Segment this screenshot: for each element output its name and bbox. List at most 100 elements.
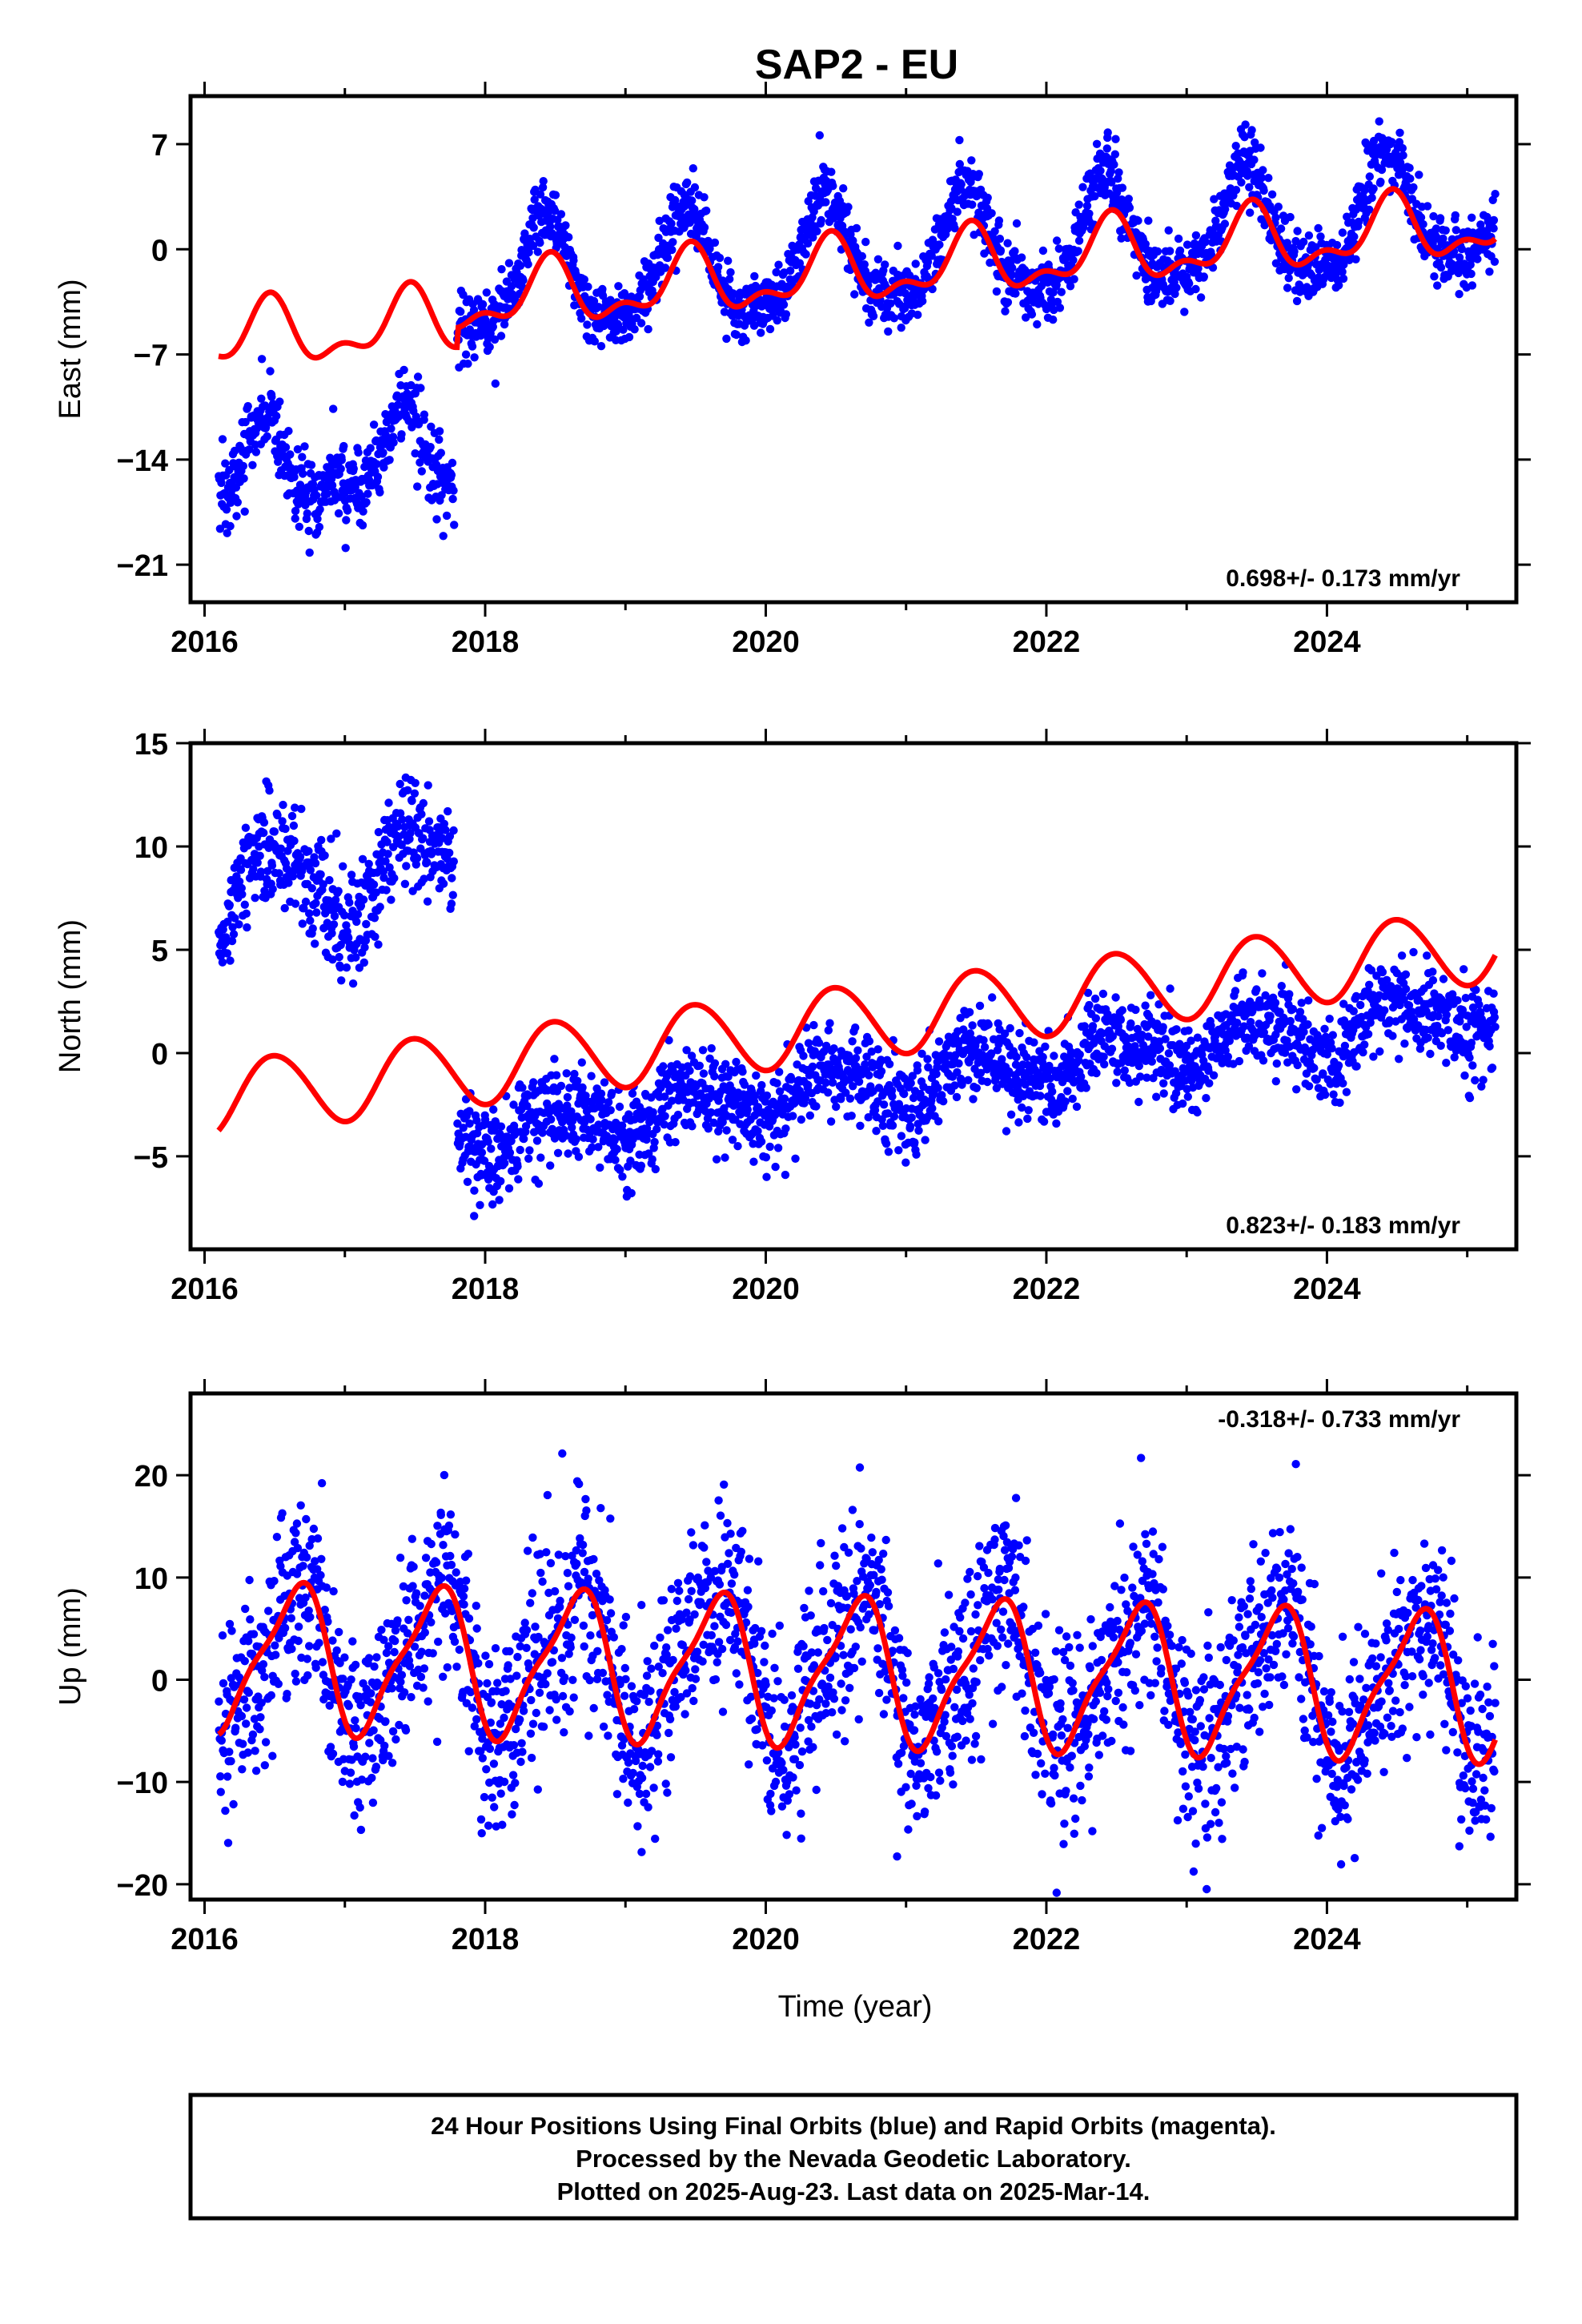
north-data-point: [1479, 1076, 1488, 1084]
east-data-point: [1250, 155, 1259, 164]
east-data-point: [1117, 234, 1126, 243]
east-data-point: [886, 299, 895, 308]
north-data-point: [496, 1122, 506, 1131]
north-data-point: [306, 866, 315, 875]
east-data-point: [1247, 126, 1256, 135]
east-data-point: [636, 319, 646, 328]
east-data-point: [1375, 117, 1383, 126]
north-data-point: [952, 1092, 962, 1102]
east-model-curve: [218, 186, 1498, 361]
east-data-point: [1441, 226, 1450, 235]
north-data-point: [251, 894, 259, 903]
north-data-point: [1141, 1001, 1150, 1010]
east-data-point: [363, 489, 372, 498]
north-data-point: [255, 851, 264, 860]
east-data-point: [427, 422, 436, 431]
east-data-point: [774, 260, 783, 269]
east-data-point: [215, 525, 225, 533]
east-data-point: [327, 480, 337, 490]
north-data-point: [814, 1039, 824, 1047]
north-data-point: [319, 880, 327, 889]
north-data-point: [1465, 1053, 1474, 1062]
east-data-point: [1489, 224, 1498, 233]
east-data-point: [223, 529, 231, 537]
east-data-point: [413, 482, 422, 491]
north-data-point: [1401, 984, 1411, 994]
east-data-point: [1409, 183, 1418, 192]
east-data-point: [852, 223, 861, 233]
east-data-point: [1415, 171, 1423, 179]
east-data-point: [829, 182, 837, 191]
north-data-point: [983, 1077, 992, 1087]
north-data-point: [273, 810, 282, 820]
east-data-point: [339, 441, 348, 451]
east-data-point: [1074, 200, 1083, 209]
east-data-point: [448, 494, 457, 504]
north-data-point: [1295, 1007, 1305, 1016]
north-data-point: [825, 1019, 834, 1027]
north-data-point: [256, 867, 266, 876]
north-data-point: [799, 1051, 808, 1060]
north-data-point: [832, 1102, 841, 1112]
east-data-point: [584, 282, 592, 292]
east-data-point: [1114, 174, 1122, 183]
north-data-point: [412, 860, 420, 869]
north-data-point: [417, 810, 426, 818]
north-data-point: [586, 1115, 595, 1124]
north-data-point: [547, 1115, 556, 1124]
east-data-point: [700, 223, 709, 232]
east-data-point: [497, 265, 506, 274]
east-data-point: [1468, 213, 1476, 222]
north-data-point: [453, 1119, 462, 1128]
east-data-point: [614, 282, 623, 291]
east-data-point: [884, 327, 893, 336]
north-data-point: [1453, 996, 1462, 1005]
north-data-point: [1485, 1042, 1494, 1051]
north-data-point: [865, 1071, 873, 1080]
north-data-point: [507, 1136, 516, 1146]
east-data-point: [342, 516, 351, 525]
north-data-point: [1006, 1110, 1016, 1120]
north-data-point: [707, 1043, 716, 1053]
east-data-point: [1274, 203, 1283, 211]
east-data-point: [741, 336, 750, 345]
north-data-point: [732, 1057, 741, 1067]
east-data-point: [538, 183, 548, 192]
north-data-point: [465, 1107, 474, 1116]
north-data-point: [445, 848, 454, 858]
north-data-point: [577, 1058, 586, 1067]
east-data-point: [1107, 178, 1116, 187]
east-data-point: [702, 206, 711, 215]
east-data-point: [809, 233, 817, 242]
north-data-point: [885, 1059, 894, 1069]
east-data-point: [1027, 310, 1037, 319]
north-data-point: [934, 1117, 943, 1126]
east-data-point: [1049, 316, 1058, 324]
north-data-point: [228, 923, 237, 932]
east-data-point: [1335, 281, 1343, 290]
east-data-point: [893, 241, 902, 251]
north-data-point: [563, 1092, 572, 1102]
north-data-point: [509, 1100, 518, 1109]
east-data-point: [226, 521, 235, 531]
east-data-point: [624, 332, 634, 342]
north-data-point: [316, 870, 325, 879]
north-data-point: [1111, 993, 1120, 1002]
north-data-point: [1329, 1090, 1338, 1099]
north-data-point: [749, 1157, 758, 1166]
north-data-point: [1360, 1040, 1369, 1049]
north-data-point: [1475, 1000, 1484, 1009]
east-data-point: [1429, 211, 1438, 221]
east-data-point: [536, 190, 545, 199]
north-data-point: [1443, 1026, 1453, 1035]
north-data-point: [612, 1144, 621, 1154]
east-data-point: [827, 167, 836, 176]
north-data-point: [872, 1127, 881, 1136]
east-data-point: [1241, 120, 1250, 129]
north-data-point: [384, 798, 393, 807]
east-data-point: [291, 514, 299, 523]
north-data-point: [408, 796, 416, 806]
east-data-point: [873, 255, 883, 263]
east-data-point: [1240, 133, 1249, 142]
east-data-point: [298, 452, 307, 461]
